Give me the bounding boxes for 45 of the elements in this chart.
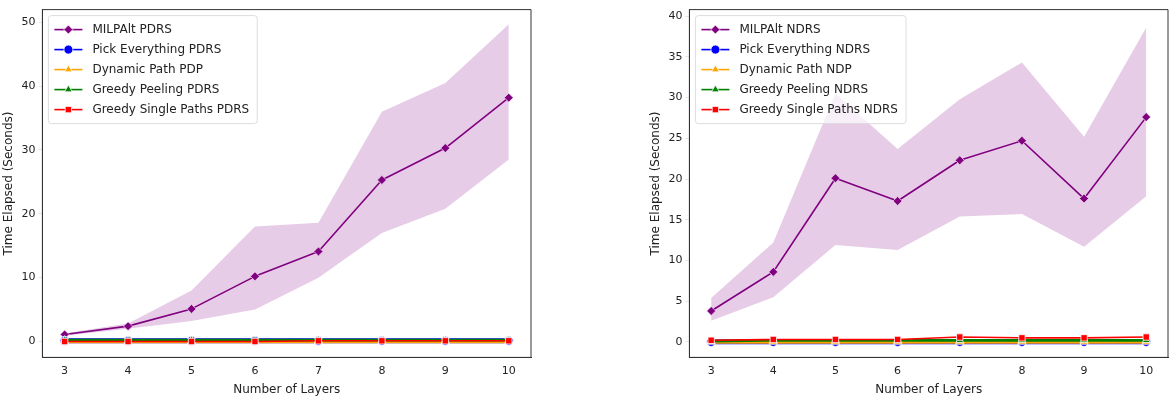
- legend-label: Greedy Peeling NDRS: [739, 81, 869, 96]
- x-tick-label: 9: [441, 363, 449, 377]
- y-tick-label: 20: [21, 206, 36, 220]
- y-tick-label: 20: [668, 171, 683, 185]
- x-tick-label: 10: [1139, 363, 1154, 377]
- x-tick-label: 4: [769, 363, 777, 377]
- legend-label: Greedy Single Paths NDRS: [739, 101, 898, 116]
- x-tick-label: 6: [251, 363, 259, 377]
- y-tick-label: 40: [668, 8, 683, 22]
- y-tick-label: 35: [668, 49, 683, 63]
- x-tick-label: 10: [501, 363, 516, 377]
- y-tick-label: 5: [675, 294, 683, 308]
- y-tick-label: 40: [21, 79, 36, 93]
- x-tick-label: 7: [956, 363, 964, 377]
- y-tick-label: 25: [668, 131, 683, 145]
- legend-label: Greedy Peeling PDRS: [92, 81, 220, 96]
- legend-label: Dynamic Path PDP: [92, 61, 204, 76]
- x-tick-label: 9: [1080, 363, 1088, 377]
- x-tick-label: 4: [124, 363, 132, 377]
- legend-label: Pick Everything NDRS: [739, 41, 871, 56]
- x-tick-label: 6: [894, 363, 902, 377]
- y-axis-title: Time Elapsed (Seconds): [648, 111, 663, 257]
- legend-label: MILPAlt NDRS: [739, 21, 821, 36]
- y-tick-label: 30: [668, 90, 683, 104]
- x-tick-label: 5: [831, 363, 839, 377]
- legend-label: MILPAlt PDRS: [92, 21, 172, 36]
- y-tick-label: 10: [668, 253, 683, 267]
- y-tick-label: 30: [21, 142, 36, 156]
- x-axis-title: Number of Layers: [875, 381, 983, 396]
- x-tick-label: 8: [378, 363, 386, 377]
- x-axis-title: Number of Layers: [233, 381, 341, 396]
- legend-label: Pick Everything PDRS: [92, 41, 222, 56]
- x-tick-label: 5: [188, 363, 196, 377]
- legend-label: Dynamic Path NDP: [739, 61, 852, 76]
- y-tick-label: 0: [28, 334, 36, 348]
- y-axis-title: Time Elapsed (Seconds): [1, 111, 16, 257]
- y-tick-label: 50: [21, 15, 36, 29]
- x-tick-label: 8: [1018, 363, 1026, 377]
- y-tick-label: 0: [675, 334, 683, 348]
- x-tick-label: 3: [61, 363, 69, 377]
- y-tick-label: 15: [668, 212, 683, 226]
- x-tick-label: 7: [314, 363, 322, 377]
- y-tick-label: 10: [21, 270, 36, 284]
- legend-label: Greedy Single Paths PDRS: [92, 101, 250, 116]
- x-tick-label: 3: [707, 363, 715, 377]
